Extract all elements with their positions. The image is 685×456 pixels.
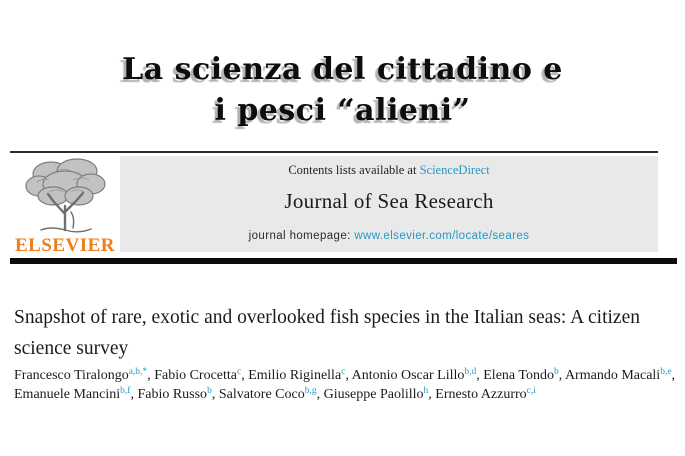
author-list: Francesco Tiralongoa,b,*, Fabio Crocetta… xyxy=(14,367,676,402)
elsevier-logo: ELSEVIER xyxy=(12,156,118,256)
author-affiliation-sup: b,f xyxy=(120,386,131,396)
author-affiliation-sup: c,i xyxy=(526,386,536,396)
elsevier-tree-icon xyxy=(25,158,106,233)
author-affiliation-sup: a,b,* xyxy=(128,367,148,377)
bottom-rule xyxy=(10,258,677,264)
homepage-label: journal homepage: xyxy=(248,230,355,242)
author-affiliation-sup: b,g xyxy=(304,386,317,396)
author-name: Salvatore Cocob,g xyxy=(218,386,317,402)
banner-title-line-1: La scienza del cittadino e xyxy=(122,52,563,87)
author-name: Giuseppe Paolilloh xyxy=(323,386,429,402)
author-affiliation-sup: b xyxy=(553,367,559,377)
author-affiliation-sup: b xyxy=(207,386,212,396)
homepage-line: journal homepage: www.elsevier.com/locat… xyxy=(120,230,658,242)
author-name: Emanuele Mancinib,f xyxy=(14,386,131,402)
banner-title: La scienza del cittadino e i pesci “alie… xyxy=(0,49,685,131)
contents-line: Contents lists available at ScienceDirec… xyxy=(120,156,658,178)
journal-title: Journal of Sea Research xyxy=(284,189,494,213)
author-affiliation-sup: c xyxy=(237,367,242,377)
author-name: Ernesto Azzurroc,i xyxy=(435,386,536,402)
author-name: Emilio Riginellac xyxy=(248,367,346,383)
author-affiliation-sup: c xyxy=(341,367,346,377)
contents-text: Contents lists available at xyxy=(288,163,420,177)
author-name: Elena Tondob xyxy=(483,367,559,383)
author-name: Francesco Tiralongoa,b,* xyxy=(14,367,148,383)
author-name: Fabio Russob xyxy=(137,386,212,402)
author-affiliation-sup: h xyxy=(423,386,429,396)
author-affiliation-sup: b,d xyxy=(464,367,477,377)
author-name: Armando Macalib,e xyxy=(564,367,672,383)
author-name: Antonio Oscar Lillob,d xyxy=(351,367,477,383)
banner-title-line-2: i pesci “alieni” xyxy=(214,93,471,128)
homepage-link[interactable]: www.elsevier.com/locate/seares xyxy=(354,230,530,242)
elsevier-wordmark: ELSEVIER xyxy=(14,235,116,256)
sciencedirect-link[interactable]: ScienceDirect xyxy=(419,163,490,177)
journal-header-panel: Contents lists available at ScienceDirec… xyxy=(120,156,658,252)
author-name: Fabio Crocettac xyxy=(154,367,242,383)
article-title: Snapshot of rare, exotic and overlooked … xyxy=(14,307,640,359)
top-rule xyxy=(10,151,658,153)
author-affiliation-sup: b,e xyxy=(660,367,672,377)
